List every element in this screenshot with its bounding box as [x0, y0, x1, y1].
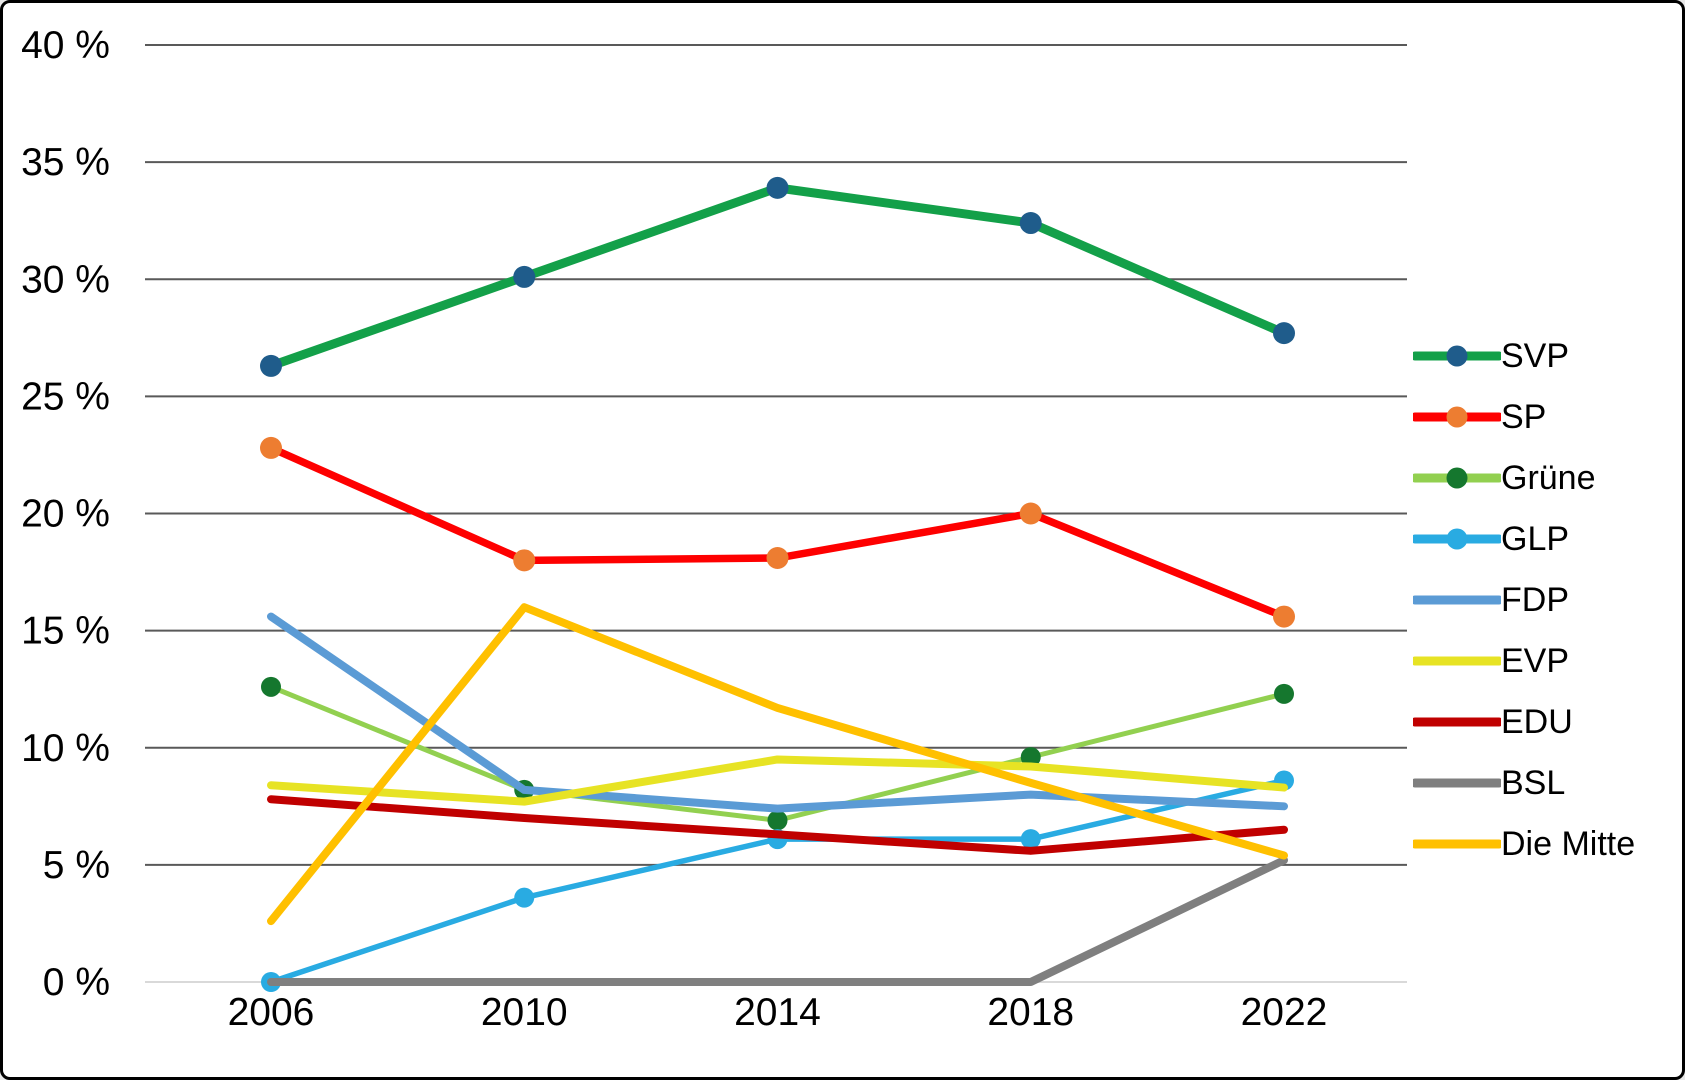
legend-swatch-sp: [1413, 406, 1501, 428]
x-tick-label: 2010: [481, 991, 568, 1034]
legend-item-evp: EVP: [1413, 641, 1635, 681]
legend-label-gruene: Grüne: [1501, 459, 1596, 497]
y-tick-label: 5 %: [43, 844, 110, 887]
legend-label-edu: EDU: [1501, 703, 1573, 741]
y-tick-label: 0 %: [43, 961, 110, 1004]
data-point-marker-grüne: [1274, 683, 1294, 704]
data-point-marker-svp: [766, 176, 789, 199]
data-point-marker-sp: [260, 436, 282, 459]
legend-swatch-svp: [1413, 345, 1501, 367]
data-point-marker-grüne: [767, 810, 788, 831]
legend-item-sp: SP: [1413, 397, 1635, 437]
y-tick-label: 10 %: [21, 727, 110, 770]
series-line-evp: [267, 755, 1288, 806]
series-line-sp: [267, 444, 1288, 621]
legend-marker-swatch: [1446, 467, 1468, 489]
legend-swatch-gruene: [1413, 467, 1501, 489]
legend-item-fdp: FDP: [1413, 580, 1635, 620]
y-tick-label: 25 %: [21, 375, 110, 418]
legend-label-svp: SVP: [1501, 337, 1570, 375]
x-tick-label: 2018: [987, 991, 1074, 1034]
y-tick-label: 30 %: [21, 258, 110, 301]
y-tick-label: 35 %: [21, 141, 110, 184]
legend-label-evp: EVP: [1501, 642, 1570, 680]
series-line-bsl: [267, 856, 1288, 986]
series-line-edu: [267, 795, 1288, 855]
data-point-marker-svp: [1273, 322, 1295, 345]
series-line-die-mitte: [267, 603, 1288, 926]
data-point-marker-sp: [1273, 605, 1295, 628]
data-point-marker-svp: [260, 354, 282, 377]
legend-marker-swatch: [1446, 345, 1468, 367]
legend-marker-swatch: [1446, 406, 1468, 428]
legend-item-svp: SVP: [1413, 336, 1635, 376]
data-point-marker-glp: [1020, 829, 1041, 850]
legend-item-die-mitte: Die Mitte: [1413, 824, 1635, 864]
legend-label-glp: GLP: [1501, 520, 1570, 558]
y-tick-label: 20 %: [21, 493, 110, 536]
data-point-marker-sp: [513, 549, 536, 572]
data-point-marker-grüne: [261, 676, 281, 697]
y-tick-label: 40 %: [21, 24, 110, 67]
legend-item-edu: EDU: [1413, 702, 1635, 742]
legend-label-bsl: BSL: [1501, 764, 1566, 802]
legend-label-die-mitte: Die Mitte: [1501, 825, 1636, 863]
plot-area: 40 % 35 % 30 % 25 % 20 % 15 % 10 % 5 % 0 % 2006 20…: [21, 24, 1407, 1034]
data-point-marker-grüne: [1020, 747, 1041, 768]
legend-swatch-fdp: [1413, 595, 1501, 605]
y-tick-label: 15 %: [21, 610, 110, 653]
data-point-marker-svp: [513, 265, 536, 288]
legend-item-glp: GLP: [1413, 519, 1635, 559]
legend: SVP SP Grüne GLP FDP EVP EDU BSL: [1413, 336, 1635, 864]
data-point-marker-sp: [1019, 502, 1042, 525]
legend-item-gruene: Grüne: [1413, 458, 1635, 498]
legend-swatch-glp: [1413, 528, 1501, 550]
data-point-marker-glp: [514, 887, 535, 908]
legend-label-sp: SP: [1501, 398, 1547, 436]
series-line-svp: [266, 183, 1289, 371]
legend-swatch-edu: [1413, 717, 1501, 727]
data-point-marker-sp: [766, 547, 789, 570]
legend-label-fdp: FDP: [1501, 581, 1569, 619]
legend-swatch-bsl: [1413, 778, 1501, 788]
x-tick-label: 2006: [228, 991, 315, 1034]
legend-swatch-evp: [1413, 656, 1501, 666]
x-tick-label: 2014: [734, 991, 821, 1034]
legend-item-bsl: BSL: [1413, 763, 1635, 803]
legend-swatch-die-mitte: [1413, 839, 1501, 849]
data-point-marker-svp: [1019, 212, 1042, 235]
x-tick-label: 2022: [1241, 991, 1328, 1034]
legend-marker-swatch: [1446, 528, 1468, 550]
series-line-fdp: [267, 612, 1288, 813]
